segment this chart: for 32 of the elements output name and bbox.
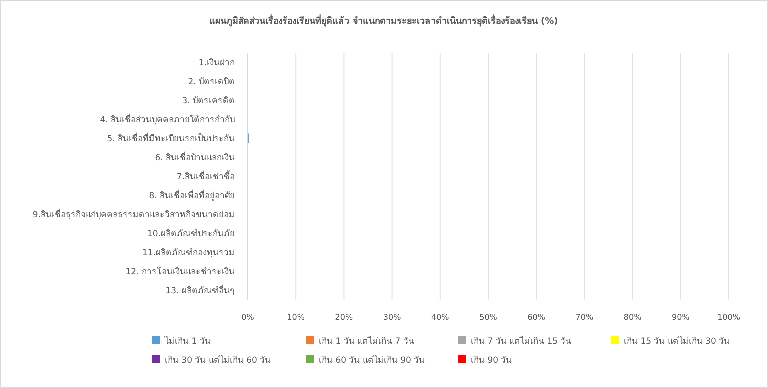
x-tick-label: 50%	[480, 313, 498, 322]
y-tick-label: 13. ผลิตภัณฑ์อื่นๆ	[166, 284, 235, 296]
y-tick-label: 3. บัตรเครดิต	[182, 96, 235, 106]
x-tick-label: 60%	[528, 313, 546, 322]
x-tick-label: 90%	[672, 313, 690, 322]
y-tick-label: 8. สินเชื่อเพื่อที่อยู่อาศัย	[149, 190, 235, 202]
legend-label: เกิน 30 วัน แต่ไม่เกิน 60 วัน	[165, 355, 272, 366]
y-tick-label: 10.ผลิตภัณฑ์ประกันภัย	[147, 228, 235, 240]
legend-label: ไม่เกิน 1 วัน	[164, 336, 211, 347]
legend-label: เกิน 1 วัน แต่ไม่เกิน 7 วัน	[319, 336, 414, 347]
y-tick-label: 4. สินเชื่อส่วนบุคคลภายใต้การกำกับ	[100, 114, 235, 126]
chart-title: แผนภูมิสัดส่วนเรื่องร้องเรียนที่ยุติแล้ว จำแนกตามระยะเวลาดำเนินการยุติเรื่องร้องเรียน (%)	[210, 14, 558, 27]
x-tick-label: 30%	[383, 313, 402, 322]
y-tick-label: 9.สินเชื่อธุรกิจแก่บุคคลธรรมดาและวิสาหกิจขนาดย่อม	[32, 208, 235, 220]
y-tick-label: 5. สินเชื่อที่มีทะเบียนรถเป็นประกัน	[107, 132, 235, 144]
x-tick-label: 0%	[242, 313, 255, 322]
y-tick-label: 1.เงินฝาก	[198, 58, 235, 68]
y-tick-label: 12. การโอนเงินและชำระเงิน	[126, 266, 235, 278]
y-tick-label: 11.ผลิตภัณฑ์กองทุนรวม	[142, 248, 235, 258]
legend-label: เกิน 15 วัน แต่ไม่เกิน 30 วัน	[624, 336, 730, 347]
x-tick-label: 40%	[432, 313, 450, 322]
y-tick-label: 2. บัตรเดบิต	[188, 78, 235, 88]
y-tick-label: 7.สินเชื่อเช่าซื้อ	[176, 170, 235, 182]
x-tick-label: 10%	[287, 313, 306, 322]
x-tick-label: 70%	[576, 313, 594, 322]
legend-label: เกิน 90 วัน	[471, 356, 512, 366]
x-tick-label: 20%	[335, 313, 354, 322]
legend-label: เกิน 60 วัน แต่ไม่เกิน 90 วัน	[319, 355, 426, 366]
legend-label: เกิน 7 วัน แต่ไม่เกิน 15 วัน	[471, 336, 572, 347]
y-tick-label: 6. สินเชื่อบ้านแลกเงิน	[155, 152, 235, 164]
x-tick-label: 80%	[624, 313, 642, 322]
x-tick-label: 100%	[718, 313, 741, 322]
